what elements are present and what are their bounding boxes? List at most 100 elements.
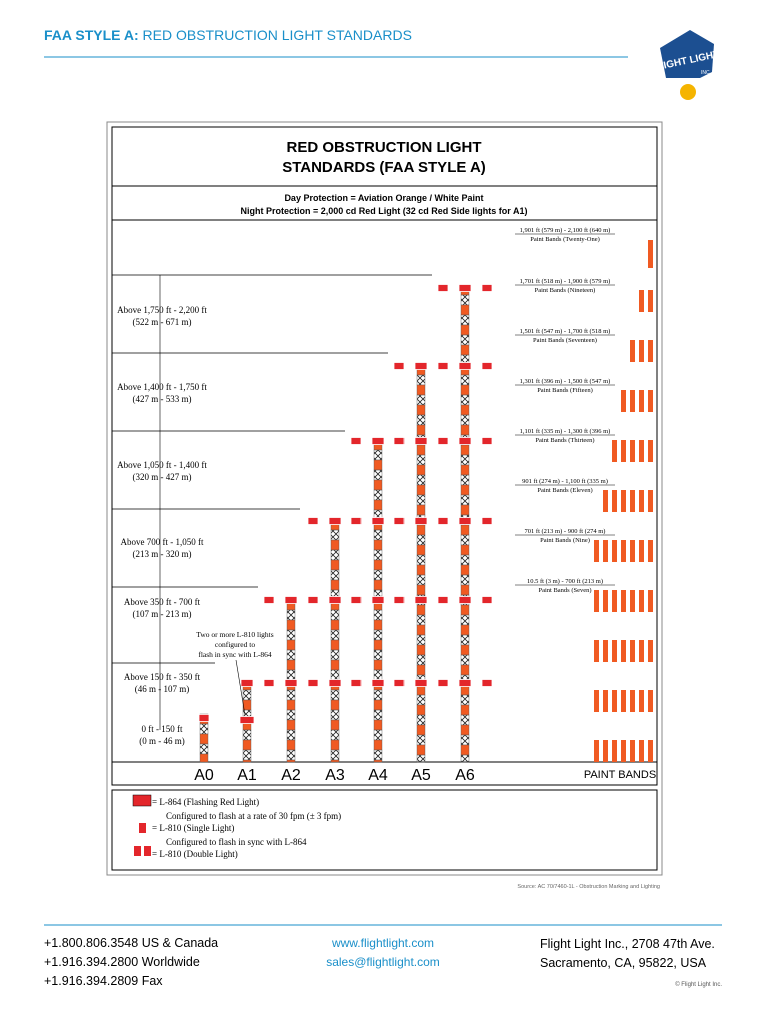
light — [414, 679, 428, 687]
tower-segment — [416, 394, 426, 406]
paint-band — [639, 490, 644, 512]
tower-segment — [373, 759, 383, 763]
tower-segment — [460, 714, 470, 726]
light — [263, 679, 275, 687]
paint-band — [612, 540, 617, 562]
tower-segment — [416, 374, 426, 386]
tower-label: A0 — [194, 767, 214, 784]
paint-band — [621, 540, 626, 562]
paint-band — [648, 290, 653, 312]
light — [458, 437, 472, 445]
tower-segment — [373, 729, 383, 741]
tower-segment — [373, 609, 383, 621]
tower-segment — [330, 539, 340, 551]
tower-segment — [460, 734, 470, 746]
tower-segment — [286, 709, 296, 721]
tower-segment — [416, 484, 426, 496]
paint-band — [603, 740, 608, 762]
paint-band — [630, 590, 635, 612]
band-range: 1,901 ft (579 m) - 2,100 ft (640 m) — [520, 227, 611, 234]
light — [350, 679, 362, 687]
tower-segment — [460, 464, 470, 476]
paint-band — [648, 690, 653, 712]
email: sales@flightlight.com — [326, 955, 440, 969]
paint-band — [630, 740, 635, 762]
tower-segment — [460, 524, 470, 536]
paint-band — [630, 640, 635, 662]
paint-band — [648, 390, 653, 412]
light — [458, 284, 472, 292]
tower-segment — [373, 709, 383, 721]
paint-band — [621, 640, 626, 662]
light — [328, 517, 342, 525]
paint-band — [630, 490, 635, 512]
tower-segment — [286, 649, 296, 661]
band-range: 1,301 ft (396 m) - 1,500 ft (547 m) — [520, 378, 611, 385]
paint-band — [639, 690, 644, 712]
tower-label: A6 — [455, 767, 475, 784]
tower-segment — [460, 724, 470, 736]
tower-segment — [460, 374, 470, 386]
tower-segment — [460, 704, 470, 716]
light — [481, 517, 493, 525]
paint-band — [639, 740, 644, 762]
light — [414, 517, 428, 525]
light — [437, 517, 449, 525]
phone: +1.916.394.2800 Worldwide — [44, 955, 200, 969]
band-count: Paint Bands (Seven) — [538, 587, 591, 594]
light — [458, 679, 472, 687]
tower-segment — [460, 294, 470, 306]
tower-segment — [330, 709, 340, 721]
band-range: 1,501 ft (547 m) - 1,700 ft (518 m) — [520, 328, 611, 335]
paint-band — [639, 390, 644, 412]
light — [284, 596, 298, 604]
paint-band — [639, 340, 644, 362]
light — [393, 517, 405, 525]
paint-band — [603, 590, 608, 612]
band-range: 1,101 ft (335 m) - 1,300 ft (396 m) — [520, 428, 611, 435]
legend-icon — [132, 794, 152, 807]
tower-segment — [416, 634, 426, 646]
light — [481, 437, 493, 445]
tower-segment — [373, 469, 383, 481]
tower-segment — [416, 664, 426, 676]
tower-segment — [286, 749, 296, 761]
paint-band — [630, 440, 635, 462]
tower-segment — [373, 479, 383, 491]
phone-number: +1.800.806.3548 — [44, 936, 138, 950]
tower-segment — [286, 729, 296, 741]
tower-segment — [416, 524, 426, 536]
tower-segment — [460, 304, 470, 316]
paint-band — [621, 490, 626, 512]
light — [350, 517, 362, 525]
paint-band — [639, 440, 644, 462]
tower-segment — [460, 754, 470, 763]
tower-segment — [286, 739, 296, 751]
tower-segment — [416, 404, 426, 416]
tower-segment — [373, 629, 383, 641]
tower-segment — [460, 634, 470, 646]
tower-segment — [460, 484, 470, 496]
phone: +1.916.394.2809 Fax — [44, 974, 163, 988]
tower-segment — [373, 489, 383, 501]
protection: Day Protection = Aviation Orange / White… — [284, 193, 483, 203]
tower-segment — [373, 569, 383, 581]
light — [284, 679, 298, 687]
tower-segment — [416, 724, 426, 736]
light — [307, 517, 319, 525]
tower-segment — [416, 554, 426, 566]
level-label: (46 m - 107 m) — [135, 684, 190, 694]
tower-segment — [373, 659, 383, 671]
level-label: (213 m - 320 m) — [133, 549, 192, 559]
paint-band — [594, 690, 599, 712]
tower-segment — [460, 404, 470, 416]
light — [437, 679, 449, 687]
diagram-area — [111, 219, 658, 786]
tower-segment — [416, 704, 426, 716]
logo-sub: INC. — [701, 70, 711, 76]
tower-label: A4 — [368, 767, 388, 784]
paint-band — [639, 290, 644, 312]
tower-segment — [373, 459, 383, 471]
tower-segment — [416, 624, 426, 636]
diagram-title: RED OBSTRUCTION LIGHT — [287, 139, 482, 156]
